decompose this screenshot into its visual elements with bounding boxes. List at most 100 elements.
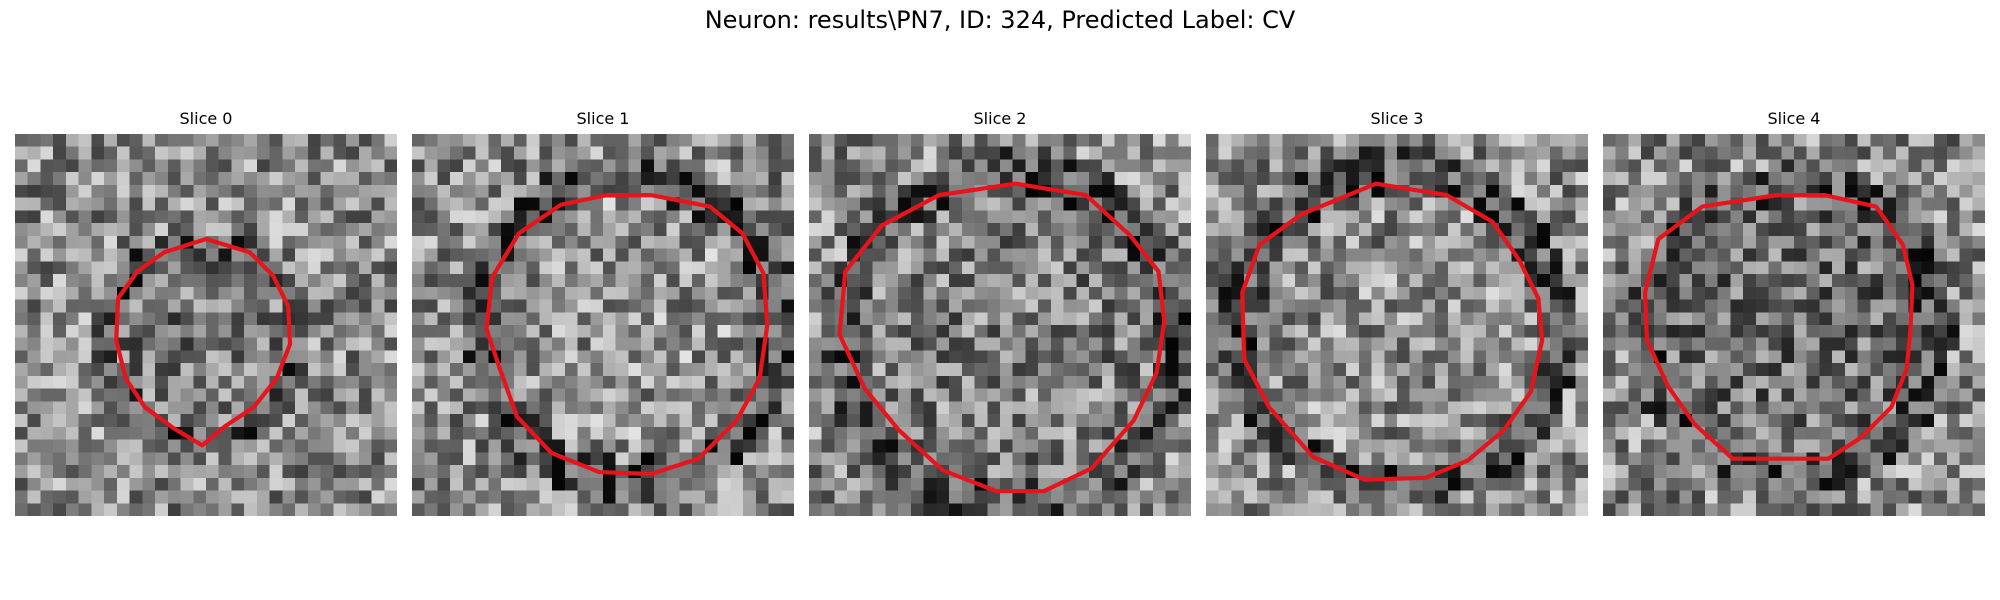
image-pixel (1730, 414, 1744, 428)
image-pixel (1511, 477, 1525, 491)
image-pixel (1549, 274, 1563, 287)
image-pixel (1435, 197, 1449, 211)
image-pixel (743, 375, 756, 389)
image-pixel (1384, 299, 1398, 313)
image-pixel (256, 248, 270, 262)
image-pixel (1870, 172, 1884, 186)
image-pixel (167, 299, 181, 313)
image-pixel (1384, 197, 1398, 211)
image-pixel (1832, 286, 1846, 300)
image-pixel (1152, 426, 1166, 440)
image-pixel (885, 261, 899, 275)
image-pixel (628, 172, 642, 186)
image-pixel (1371, 248, 1385, 262)
image-pixel (1562, 261, 1576, 275)
image-pixel (1908, 159, 1922, 173)
image-pixel (1959, 439, 1973, 453)
image-pixel (1333, 477, 1347, 491)
image-pixel (412, 286, 425, 300)
image-pixel (1063, 337, 1077, 351)
image-pixel (346, 299, 359, 313)
image-pixel (1641, 159, 1655, 173)
image-pixel (1575, 375, 1588, 389)
image-pixel (1127, 325, 1141, 338)
image-pixel (936, 452, 950, 466)
image-pixel (1972, 414, 1985, 428)
image-pixel (167, 465, 181, 478)
image-pixel (475, 184, 489, 198)
image-pixel (488, 235, 502, 249)
image-pixel (155, 235, 168, 249)
image-pixel (1768, 426, 1782, 440)
image-pixel (412, 235, 425, 249)
image-pixel (1603, 248, 1616, 262)
image-pixel (104, 134, 118, 147)
image-pixel (513, 337, 527, 351)
image-pixel (1844, 274, 1858, 287)
image-pixel (1063, 490, 1077, 504)
image-pixel (1972, 261, 1985, 275)
image-pixel (206, 363, 219, 377)
image-pixel (320, 299, 334, 313)
image-pixel (1562, 452, 1576, 466)
image-pixel (1755, 134, 1769, 147)
image-pixel (450, 503, 464, 516)
image-pixel (552, 477, 565, 491)
image-pixel (974, 388, 988, 402)
image-pixel (1206, 490, 1219, 504)
image-pixel (666, 172, 680, 186)
image-pixel (628, 503, 642, 516)
image-pixel (142, 146, 156, 160)
image-pixel (1959, 159, 1973, 173)
image-pixel (1972, 197, 1985, 211)
image-pixel (358, 490, 372, 504)
image-pixel (1562, 375, 1576, 389)
image-pixel (1435, 172, 1449, 186)
image-pixel (1346, 426, 1359, 440)
image-pixel (679, 146, 693, 160)
image-pixel (1615, 388, 1629, 402)
image-pixel (1615, 261, 1629, 275)
image-pixel (437, 503, 451, 516)
image-pixel (412, 388, 425, 402)
image-pixel (1486, 159, 1500, 173)
image-pixel (462, 363, 476, 377)
image-pixel (1025, 452, 1039, 466)
image-pixel (1666, 439, 1680, 453)
image-pixel (244, 172, 258, 186)
image-pixel (679, 248, 693, 262)
image-pixel (1397, 274, 1410, 287)
image-pixel (1371, 375, 1385, 389)
image-pixel (949, 388, 962, 402)
image-pixel (1371, 299, 1385, 313)
image-pixel (346, 337, 359, 351)
image-pixel (872, 350, 886, 364)
image-pixel (1422, 477, 1436, 491)
image-pixel (488, 414, 502, 428)
image-pixel (1511, 172, 1525, 186)
image-pixel (1320, 388, 1334, 402)
image-pixel (1089, 414, 1103, 428)
image-pixel (78, 426, 92, 440)
image-pixel (1025, 312, 1039, 326)
image-pixel (1460, 312, 1474, 326)
image-pixel (1934, 159, 1947, 173)
image-pixel (923, 426, 937, 440)
image-pixel (91, 503, 105, 516)
image-pixel (974, 299, 988, 313)
image-pixel (885, 350, 899, 364)
image-pixel (462, 235, 476, 249)
image-pixel (628, 414, 642, 428)
image-pixel (167, 337, 181, 351)
image-pixel (859, 414, 873, 428)
image-pixel (552, 490, 565, 504)
image-pixel (1178, 286, 1191, 300)
image-pixel (1000, 223, 1013, 237)
image-pixel (424, 197, 438, 211)
image-pixel (1012, 146, 1026, 160)
image-pixel (1178, 197, 1191, 211)
image-pixel (1231, 172, 1245, 186)
image-pixel (1959, 490, 1973, 504)
image-pixel (358, 248, 372, 262)
image-pixel (987, 414, 1001, 428)
